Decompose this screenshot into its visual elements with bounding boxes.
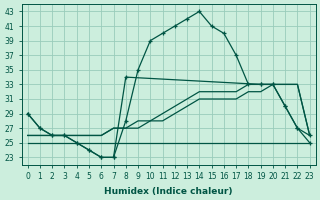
X-axis label: Humidex (Indice chaleur): Humidex (Indice chaleur)	[104, 187, 233, 196]
